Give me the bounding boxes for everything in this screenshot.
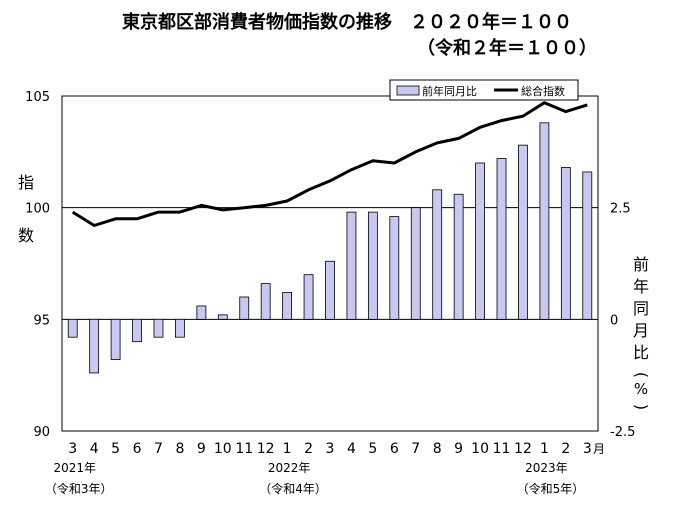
- right-tick-label: 2.5: [610, 202, 631, 217]
- bar: [432, 189, 443, 320]
- x-tick-label: 12: [514, 441, 532, 457]
- bar: [282, 292, 293, 320]
- x-tick-label: 7: [411, 441, 420, 457]
- bar: [410, 207, 421, 320]
- right-axis-label-char: (: [632, 372, 651, 378]
- bar: [153, 318, 164, 338]
- legend-box: [389, 79, 579, 101]
- right-axis-label: 前年同月比 (%): [632, 255, 651, 410]
- year-label: 2023年: [525, 461, 568, 475]
- bar: [560, 167, 571, 320]
- x-tick-label: 3: [68, 441, 77, 457]
- era-label: （令和3年）: [45, 481, 113, 496]
- bar: [89, 318, 100, 374]
- legend-line-label: 総合指数: [521, 84, 565, 98]
- bar-series: [67, 122, 593, 374]
- era-label: （令和5年）: [517, 481, 585, 496]
- index-line: [71, 101, 588, 227]
- x-tick-label: 10: [471, 441, 489, 457]
- right-axis-label-char: %: [634, 380, 648, 398]
- x-tick-label: 2: [304, 441, 313, 457]
- plot-area: [61, 95, 599, 432]
- x-tick-label: 6: [390, 441, 399, 457]
- year-labels: 2021年 （令和3年） 2022年 （令和4年） 2023年 （令和5年）: [45, 461, 584, 496]
- legend-bar-label: 前年同月比: [422, 84, 477, 98]
- x-tick-label: 4: [90, 441, 99, 457]
- right-axis-label-char: 同: [633, 299, 649, 318]
- bar: [260, 283, 271, 320]
- bar: [67, 318, 78, 338]
- bar: [132, 318, 142, 343]
- x-tick-label: 11: [235, 441, 253, 457]
- era-label: （令和4年）: [259, 481, 327, 496]
- right-axis-label-char: 前: [633, 255, 649, 274]
- right-axis-label-char: ): [632, 404, 651, 410]
- x-tick-label: 10: [214, 441, 232, 457]
- left-tick-label: 100: [25, 202, 50, 217]
- bar: [389, 216, 400, 320]
- bar: [496, 158, 507, 320]
- x-tick-label: 9: [454, 441, 463, 457]
- bar: [539, 122, 550, 320]
- chart-subtitle: （令和２年＝１００）: [0, 34, 694, 60]
- left-tick-label: 90: [33, 425, 50, 440]
- x-tick-label: 3: [326, 441, 335, 457]
- right-tick-label: -2.5: [610, 425, 635, 440]
- x-tick-label: 11: [493, 441, 511, 457]
- chart-subtitle-text: （令和２年＝１００）: [417, 38, 597, 59]
- x-tick-label: 7: [154, 441, 163, 457]
- right-axis-label-char: 月: [633, 321, 649, 340]
- x-tick-label: 1: [283, 441, 292, 457]
- bar: [239, 296, 250, 320]
- month-unit: 月: [593, 442, 605, 456]
- bar: [346, 211, 357, 320]
- legend-bar-swatch: [396, 85, 420, 96]
- left-tick-label: 95: [33, 313, 50, 328]
- x-tick-label: 6: [133, 441, 142, 457]
- x-axis-ticks: 3 4 5 6 7 8 9 10 11 12 1 2 3 4 5 6 7 8 9 10 11 12 1 2 3: [68, 441, 591, 457]
- bar: [518, 144, 528, 320]
- right-axis-label-char: 比: [633, 343, 649, 362]
- bar: [175, 318, 185, 338]
- left-tick-label: 105: [25, 90, 50, 105]
- year-label: 2022年: [268, 461, 311, 475]
- bar: [303, 274, 314, 320]
- bar: [110, 318, 121, 360]
- bar: [367, 211, 378, 320]
- x-tick-label: 1: [540, 441, 549, 457]
- right-tick-label: 0: [610, 313, 618, 328]
- chart-title: 東京都区部消費者物価指数の推移 ２０２０年＝１００: [122, 12, 572, 33]
- bar: [325, 260, 335, 320]
- left-axis-ticks: 90 95 100 105: [25, 90, 50, 440]
- x-tick-label: 8: [175, 441, 184, 457]
- left-axis-label-1: 指: [18, 173, 34, 192]
- x-tick-label: 3: [583, 441, 592, 457]
- x-tick-label: 2: [561, 441, 570, 457]
- x-tick-label: 12: [257, 441, 275, 457]
- year-label: 2021年: [53, 461, 96, 475]
- left-axis-label-2: 数: [18, 226, 34, 245]
- x-tick-label: 5: [111, 441, 120, 457]
- legend: 前年同月比 総合指数: [389, 79, 579, 101]
- bar: [196, 305, 207, 320]
- bar: [453, 193, 464, 320]
- right-axis-ticks: -2.5 0 2.5: [610, 202, 635, 440]
- bar: [217, 314, 228, 320]
- right-axis-label-char: 年: [633, 277, 649, 296]
- x-tick-label: 9: [197, 441, 206, 457]
- x-tick-label: 8: [433, 441, 442, 457]
- bar: [582, 171, 593, 320]
- x-tick-label: 4: [347, 441, 356, 457]
- bar: [475, 162, 485, 320]
- x-tick-label: 5: [368, 441, 377, 457]
